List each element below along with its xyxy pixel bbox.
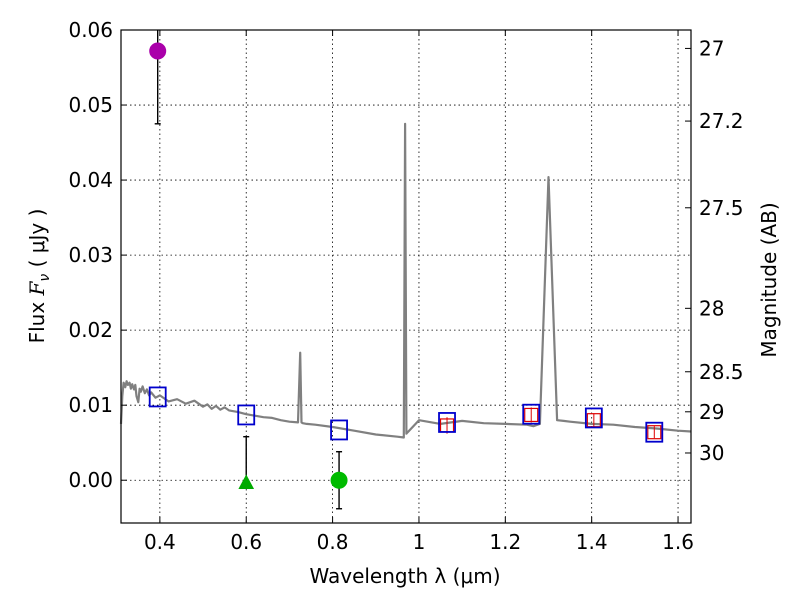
y2-tick-label: 30	[699, 441, 724, 465]
model-band-point	[522, 403, 541, 425]
x-tick-label: 0.6	[230, 530, 262, 554]
photometry-point	[330, 471, 348, 489]
model-band-point	[645, 421, 664, 443]
marks	[148, 30, 664, 510]
y-axis-title: Flux Fν ( μJy )	[25, 209, 53, 344]
y2-tick-label: 27.5	[699, 196, 744, 220]
y-tick-label: 0.04	[68, 168, 113, 192]
observed-point	[524, 407, 539, 423]
x-tick-label: 0.8	[317, 530, 349, 554]
model-band-point	[584, 407, 603, 429]
y-tick-label: 0.00	[68, 468, 113, 492]
y-tick-label: 0.06	[68, 18, 113, 42]
model-band-point	[237, 404, 256, 426]
x-tick-label: 0.4	[144, 530, 176, 554]
plot-frame	[120, 29, 692, 524]
model-band-point	[148, 386, 167, 408]
observed-point	[647, 425, 662, 440]
y-tick-label: 0.02	[68, 318, 113, 342]
y-axis-title-prefix: Flux	[25, 295, 49, 343]
model-band-point	[330, 419, 348, 441]
spectrum-layer	[119, 122, 692, 439]
y2-tick-label: 28.5	[699, 360, 744, 384]
x-tick-label: 1.4	[576, 530, 608, 554]
upper-limit-marker	[238, 474, 255, 489]
y2-tick-label: 29	[699, 400, 724, 424]
x-tick-label: 1.2	[489, 530, 521, 554]
x-tick-label: 1	[413, 530, 426, 554]
x-axis-title: Wavelength λ (μm)	[309, 564, 500, 588]
y-tick-label: 0.03	[68, 243, 113, 267]
y-axis-title-sub: ν	[37, 274, 53, 282]
model-spectrum-line	[119, 122, 692, 439]
axes: 0.4 0.6 0.8 1 1.2 1.4 1.6 0.00 0.01 0.02 0.03 0.04 0…	[68, 18, 743, 554]
y2-axis-title: Magnitude (AB)	[757, 202, 781, 357]
y2-tick-label: 28	[699, 296, 724, 320]
y-axis-title-suffix: ( μJy )	[25, 209, 49, 274]
y-tick-label: 0.05	[68, 93, 113, 117]
y-tick-label: 0.01	[68, 393, 113, 417]
x-tick-label: 1.6	[662, 530, 694, 554]
y2-tick-label: 27.2	[699, 109, 744, 133]
model-band-point	[438, 412, 456, 433]
y-axis-title-var: F	[25, 280, 49, 296]
photometry-point	[149, 42, 167, 60]
y2-tick-label: 27	[699, 36, 724, 60]
